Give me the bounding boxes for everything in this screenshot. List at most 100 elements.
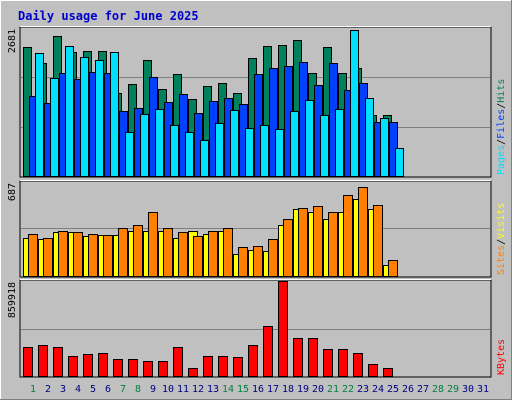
x-axis-tick-label: 24 xyxy=(372,384,384,395)
bar-pages-day-14 xyxy=(230,110,239,177)
bar-pages-day-2 xyxy=(50,78,59,177)
bar-kbytes-day-17 xyxy=(263,326,273,377)
x-axis-tick-label: 5 xyxy=(90,384,96,395)
bar-sites-day-24 xyxy=(373,205,383,277)
bar-pages-day-3 xyxy=(65,46,74,177)
legend-label: Sites/Visits xyxy=(496,203,507,275)
bar-kbytes-day-12 xyxy=(188,368,198,377)
bar-sites-day-16 xyxy=(253,246,263,277)
bar-sites-day-14 xyxy=(223,228,233,277)
bar-sites-day-2 xyxy=(43,238,53,277)
bar-kbytes-day-22 xyxy=(338,349,348,377)
x-axis-tick-label: 14 xyxy=(222,384,234,395)
y-axis-max-label: 2681 xyxy=(7,29,18,53)
bar-kbytes-day-21 xyxy=(323,349,333,377)
legend-separator: / xyxy=(496,239,507,245)
x-axis-tick-label: 27 xyxy=(417,384,429,395)
bar-sites-day-18 xyxy=(283,219,293,277)
bars xyxy=(23,30,404,177)
bar-pages-day-11 xyxy=(185,132,194,177)
bar-pages-day-15 xyxy=(245,128,254,177)
bar-kbytes-day-5 xyxy=(83,354,93,377)
bar-pages-day-7 xyxy=(125,132,134,177)
panel-visits-sites: 687 Sites/Visits xyxy=(7,180,507,278)
x-axis-tick-label: 29 xyxy=(447,384,459,395)
x-axis-tick-label: 17 xyxy=(267,384,279,395)
bar-pages-day-19 xyxy=(305,100,314,177)
x-axis-tick-label: 22 xyxy=(342,384,354,395)
bar-kbytes-day-14 xyxy=(218,356,228,377)
legend-item-hits: Hits xyxy=(496,79,507,103)
x-axis-tick-label: 30 xyxy=(462,384,474,395)
x-axis-tick-label: 13 xyxy=(207,384,219,395)
bar-sites-day-17 xyxy=(268,239,278,277)
x-axis-tick-label: 26 xyxy=(402,384,414,395)
bar-kbytes-day-24 xyxy=(368,364,378,377)
x-axis-tick-label: 12 xyxy=(192,384,204,395)
x-axis-tick-label: 18 xyxy=(282,384,294,395)
bar-sites-day-21 xyxy=(328,212,338,277)
bar-sites-day-9 xyxy=(148,212,158,277)
bar-sites-day-3 xyxy=(58,231,68,277)
bar-sites-day-25 xyxy=(388,260,398,277)
bar-pages-day-6 xyxy=(110,52,119,177)
x-axis-tick-label: 3 xyxy=(60,384,66,395)
x-axis-tick-label: 1 xyxy=(30,384,36,395)
x-axis-tick-label: 11 xyxy=(177,384,189,395)
bar-pages-day-1 xyxy=(35,53,44,177)
bar-pages-day-12 xyxy=(200,140,209,177)
bar-sites-day-11 xyxy=(178,232,188,277)
x-axis-tick-label: 10 xyxy=(162,384,174,395)
bar-sites-day-20 xyxy=(313,206,323,277)
bar-sites-day-22 xyxy=(343,195,353,277)
bar-kbytes-day-3 xyxy=(53,347,63,377)
bar-sites-day-12 xyxy=(193,236,203,277)
bar-pages-day-17 xyxy=(275,129,284,177)
bar-kbytes-day-25 xyxy=(383,368,393,377)
legend-item-kbytes: KBytes xyxy=(496,339,507,375)
x-axis-tick-label: 16 xyxy=(252,384,264,395)
x-axis-tick-label: 31 xyxy=(477,384,489,395)
legend-item-files: Files xyxy=(496,109,507,139)
bar-kbytes-day-2 xyxy=(38,345,48,377)
x-axis-tick-label: 19 xyxy=(297,384,309,395)
bar-kbytes-day-23 xyxy=(353,353,363,377)
bar-sites-day-23 xyxy=(358,187,368,277)
bar-kbytes-day-9 xyxy=(143,361,153,377)
legend: Pages/Files/Hits xyxy=(496,79,507,175)
x-axis-tick-label: 21 xyxy=(327,384,339,395)
bar-sites-day-10 xyxy=(163,228,173,277)
bar-sites-day-1 xyxy=(28,234,38,277)
bar-pages-day-9 xyxy=(155,109,164,177)
bar-kbytes-day-19 xyxy=(293,338,303,377)
legend: Sites/Visits xyxy=(496,203,507,275)
bar-pages-day-8 xyxy=(140,114,149,177)
bar-pages-day-20 xyxy=(320,115,329,177)
y-axis-max-label: 859918 xyxy=(7,282,18,318)
legend-item-visits: Visits xyxy=(496,203,507,239)
bar-sites-day-8 xyxy=(133,225,143,277)
bar-sites-day-4 xyxy=(73,232,83,277)
bar-sites-day-7 xyxy=(118,228,128,277)
x-axis-tick-label: 28 xyxy=(432,384,444,395)
legend-label: KBytes xyxy=(496,339,507,375)
bars xyxy=(23,187,398,277)
bar-pages-day-25 xyxy=(395,148,404,177)
chart-title: Daily usage for June 2025 xyxy=(18,9,199,23)
bars xyxy=(23,281,393,377)
panel-hits-files-pages: 2681 Pages/Files/Hits xyxy=(7,26,507,178)
x-axis-tick-label: 6 xyxy=(105,384,111,395)
x-axis-tick-label: 23 xyxy=(357,384,369,395)
x-axis-tick-label: 2 xyxy=(45,384,51,395)
x-axis-tick-label: 20 xyxy=(312,384,324,395)
bar-kbytes-day-4 xyxy=(68,356,78,377)
bar-kbytes-day-8 xyxy=(128,359,138,377)
bar-sites-day-19 xyxy=(298,208,308,277)
bar-kbytes-day-7 xyxy=(113,359,123,377)
legend-item-pages: Pages xyxy=(496,145,507,175)
bar-kbytes-day-18 xyxy=(278,281,288,377)
x-axis-tick-label: 25 xyxy=(387,384,399,395)
bar-sites-day-15 xyxy=(238,247,248,277)
bar-pages-day-24 xyxy=(380,118,389,177)
